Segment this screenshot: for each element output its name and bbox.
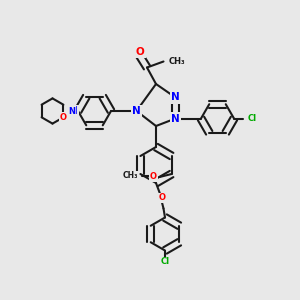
Text: CH₃: CH₃ (169, 57, 185, 66)
Text: N: N (69, 106, 78, 116)
Text: O: O (158, 194, 166, 202)
Text: O: O (136, 47, 145, 57)
Text: N: N (171, 92, 180, 103)
Text: CH₃: CH₃ (122, 171, 138, 180)
Text: Cl: Cl (160, 257, 169, 266)
Text: Cl: Cl (248, 114, 256, 123)
Text: O: O (60, 113, 67, 122)
Text: N: N (132, 106, 141, 116)
Text: N: N (171, 113, 180, 124)
Text: N: N (68, 106, 76, 116)
Text: O: O (150, 172, 157, 181)
